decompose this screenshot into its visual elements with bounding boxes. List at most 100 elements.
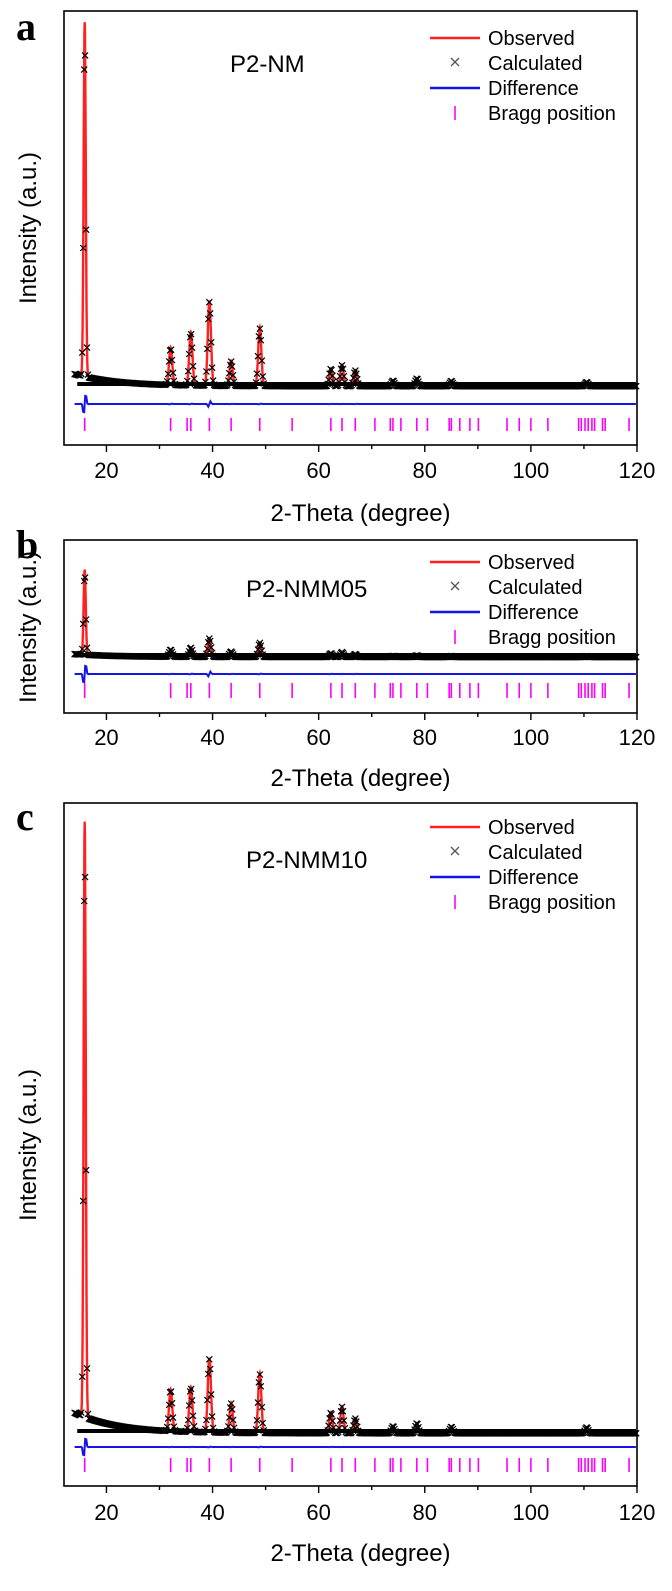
calculated-marker <box>228 363 236 370</box>
calculated-marker <box>339 365 347 373</box>
calculated-marker <box>256 1371 264 1378</box>
legend-difference-label: Difference <box>488 867 579 889</box>
legend-bragg-label: Bragg position <box>488 627 616 649</box>
x-axis-title: 2-Theta (degree) <box>270 1540 450 1567</box>
calculated-marker <box>255 332 263 340</box>
calculated-marker <box>80 897 88 905</box>
x-tick-label: 80 <box>413 725 437 750</box>
calculated-marker <box>257 1382 265 1390</box>
calculated-marker <box>189 362 197 370</box>
x-tick-label: 120 <box>619 1500 656 1525</box>
calculated-marker <box>77 370 85 378</box>
legend-bragg-label: Bragg position <box>488 892 616 914</box>
calculated-marker <box>253 1416 261 1424</box>
x-axis-title: 2-Theta (degree) <box>270 500 450 527</box>
calculated-marker <box>83 644 91 652</box>
legend-calculated-label: Calculated <box>488 53 583 75</box>
x-tick-label: 120 <box>619 725 656 750</box>
calculated-marker <box>205 298 213 306</box>
calculated-marker <box>227 1400 235 1407</box>
legend: Observed Calculated Difference Bragg positi… <box>430 817 616 914</box>
calculated-marker <box>81 873 89 881</box>
calculated-marker <box>255 1378 263 1386</box>
x-tick-label: 100 <box>513 725 550 750</box>
plot-frame <box>63 539 638 714</box>
calculated-marker <box>208 1413 216 1421</box>
calculated-marker <box>206 637 214 645</box>
calculated-marker <box>187 330 195 338</box>
x-tick-label: 100 <box>513 1500 550 1525</box>
calculated-marker <box>167 346 175 354</box>
calculated-marker <box>203 345 211 353</box>
calculated-marker <box>168 356 176 364</box>
calculated-marker <box>188 344 196 352</box>
calculated-marker <box>256 325 264 333</box>
calculated-marker <box>167 646 175 654</box>
panel-b: 20 40 60 80 100 120 2-Theta (degree) Intensity … <box>15 522 655 792</box>
x-tick-label: 120 <box>619 458 656 483</box>
calculated-marker <box>228 1405 236 1413</box>
calculated-marker <box>258 357 266 365</box>
calculated-marker <box>82 1166 90 1174</box>
legend-calculated-swatch <box>450 581 460 591</box>
panel-letter: a <box>16 4 36 49</box>
sample-label: P2-NM <box>230 51 305 78</box>
calculated-marker <box>259 1419 267 1427</box>
legend-calculated-swatch <box>450 57 460 67</box>
observed-series <box>74 22 637 388</box>
x-tick-label: 40 <box>200 725 224 750</box>
calculated-marker <box>352 1418 360 1426</box>
calculated-marker <box>350 369 358 377</box>
calculated-marker <box>169 1414 177 1422</box>
calculated-marker <box>81 574 89 582</box>
x-tick-label: 20 <box>94 1500 118 1525</box>
calculated-marker <box>185 350 193 358</box>
plot-frame <box>63 802 638 1487</box>
calculated-marker <box>207 1390 215 1398</box>
calculated-marker <box>83 344 91 352</box>
legend-calculated-label: Calculated <box>488 842 583 864</box>
calculated-marker <box>325 1422 333 1430</box>
calculated-marker <box>206 309 214 317</box>
x-tick-label: 60 <box>306 458 330 483</box>
x-tick-label: 60 <box>306 725 330 750</box>
calculated-marker <box>329 372 336 380</box>
legend-calculated-label: Calculated <box>488 577 583 599</box>
legend-observed-label: Observed <box>488 817 575 839</box>
calculated-marker <box>352 370 360 378</box>
sample-label: P2-NMM05 <box>246 576 367 603</box>
calculated-marker <box>168 1399 176 1407</box>
calculated-marker <box>82 226 90 234</box>
calculated-marker <box>204 1370 212 1378</box>
legend-observed-label: Observed <box>488 28 575 50</box>
legend-difference-label: Difference <box>488 602 579 624</box>
x-tick-label: 60 <box>306 1500 330 1525</box>
calculated-marker <box>79 620 87 628</box>
calculated-marker <box>79 244 87 252</box>
calculated-marker <box>328 366 335 374</box>
x-tick-label: 80 <box>413 458 437 483</box>
calculated-marker <box>187 1385 195 1393</box>
calculated-marker <box>329 1417 336 1425</box>
calculated-marker <box>328 1410 335 1418</box>
calculated-marker <box>202 1416 210 1424</box>
legend: Observed Calculated Difference Bragg positi… <box>430 552 616 649</box>
calculated-marker <box>163 1423 171 1431</box>
legend-difference-label: Difference <box>488 78 579 100</box>
calculated-marker <box>81 51 89 59</box>
y-axis-title: Intensity (a.u.) <box>15 152 42 304</box>
calculated-marker <box>339 1407 347 1415</box>
calculated-marker <box>202 368 210 375</box>
calculated-marker <box>255 641 263 649</box>
difference-series <box>74 1437 636 1457</box>
x-tick-label: 40 <box>200 1500 224 1525</box>
calculated-marker <box>185 1402 193 1409</box>
x-tick-label: 40 <box>200 458 224 483</box>
panel-a: 20 40 60 80 100 120 2-Theta (degree) Intensity … <box>15 4 655 527</box>
calculated-marker <box>224 1422 232 1430</box>
x-tick-label: 80 <box>413 1500 437 1525</box>
calculated-series <box>71 873 640 1437</box>
calculated-marker <box>189 1412 197 1420</box>
calculated-marker <box>259 372 267 380</box>
panel-letter: c <box>16 794 34 839</box>
